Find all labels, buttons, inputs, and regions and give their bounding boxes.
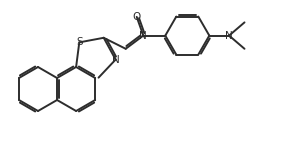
Text: O: O [133,12,141,22]
Text: N: N [139,31,147,41]
Text: N: N [112,55,119,65]
Text: S: S [76,37,83,47]
Text: N: N [225,31,233,41]
